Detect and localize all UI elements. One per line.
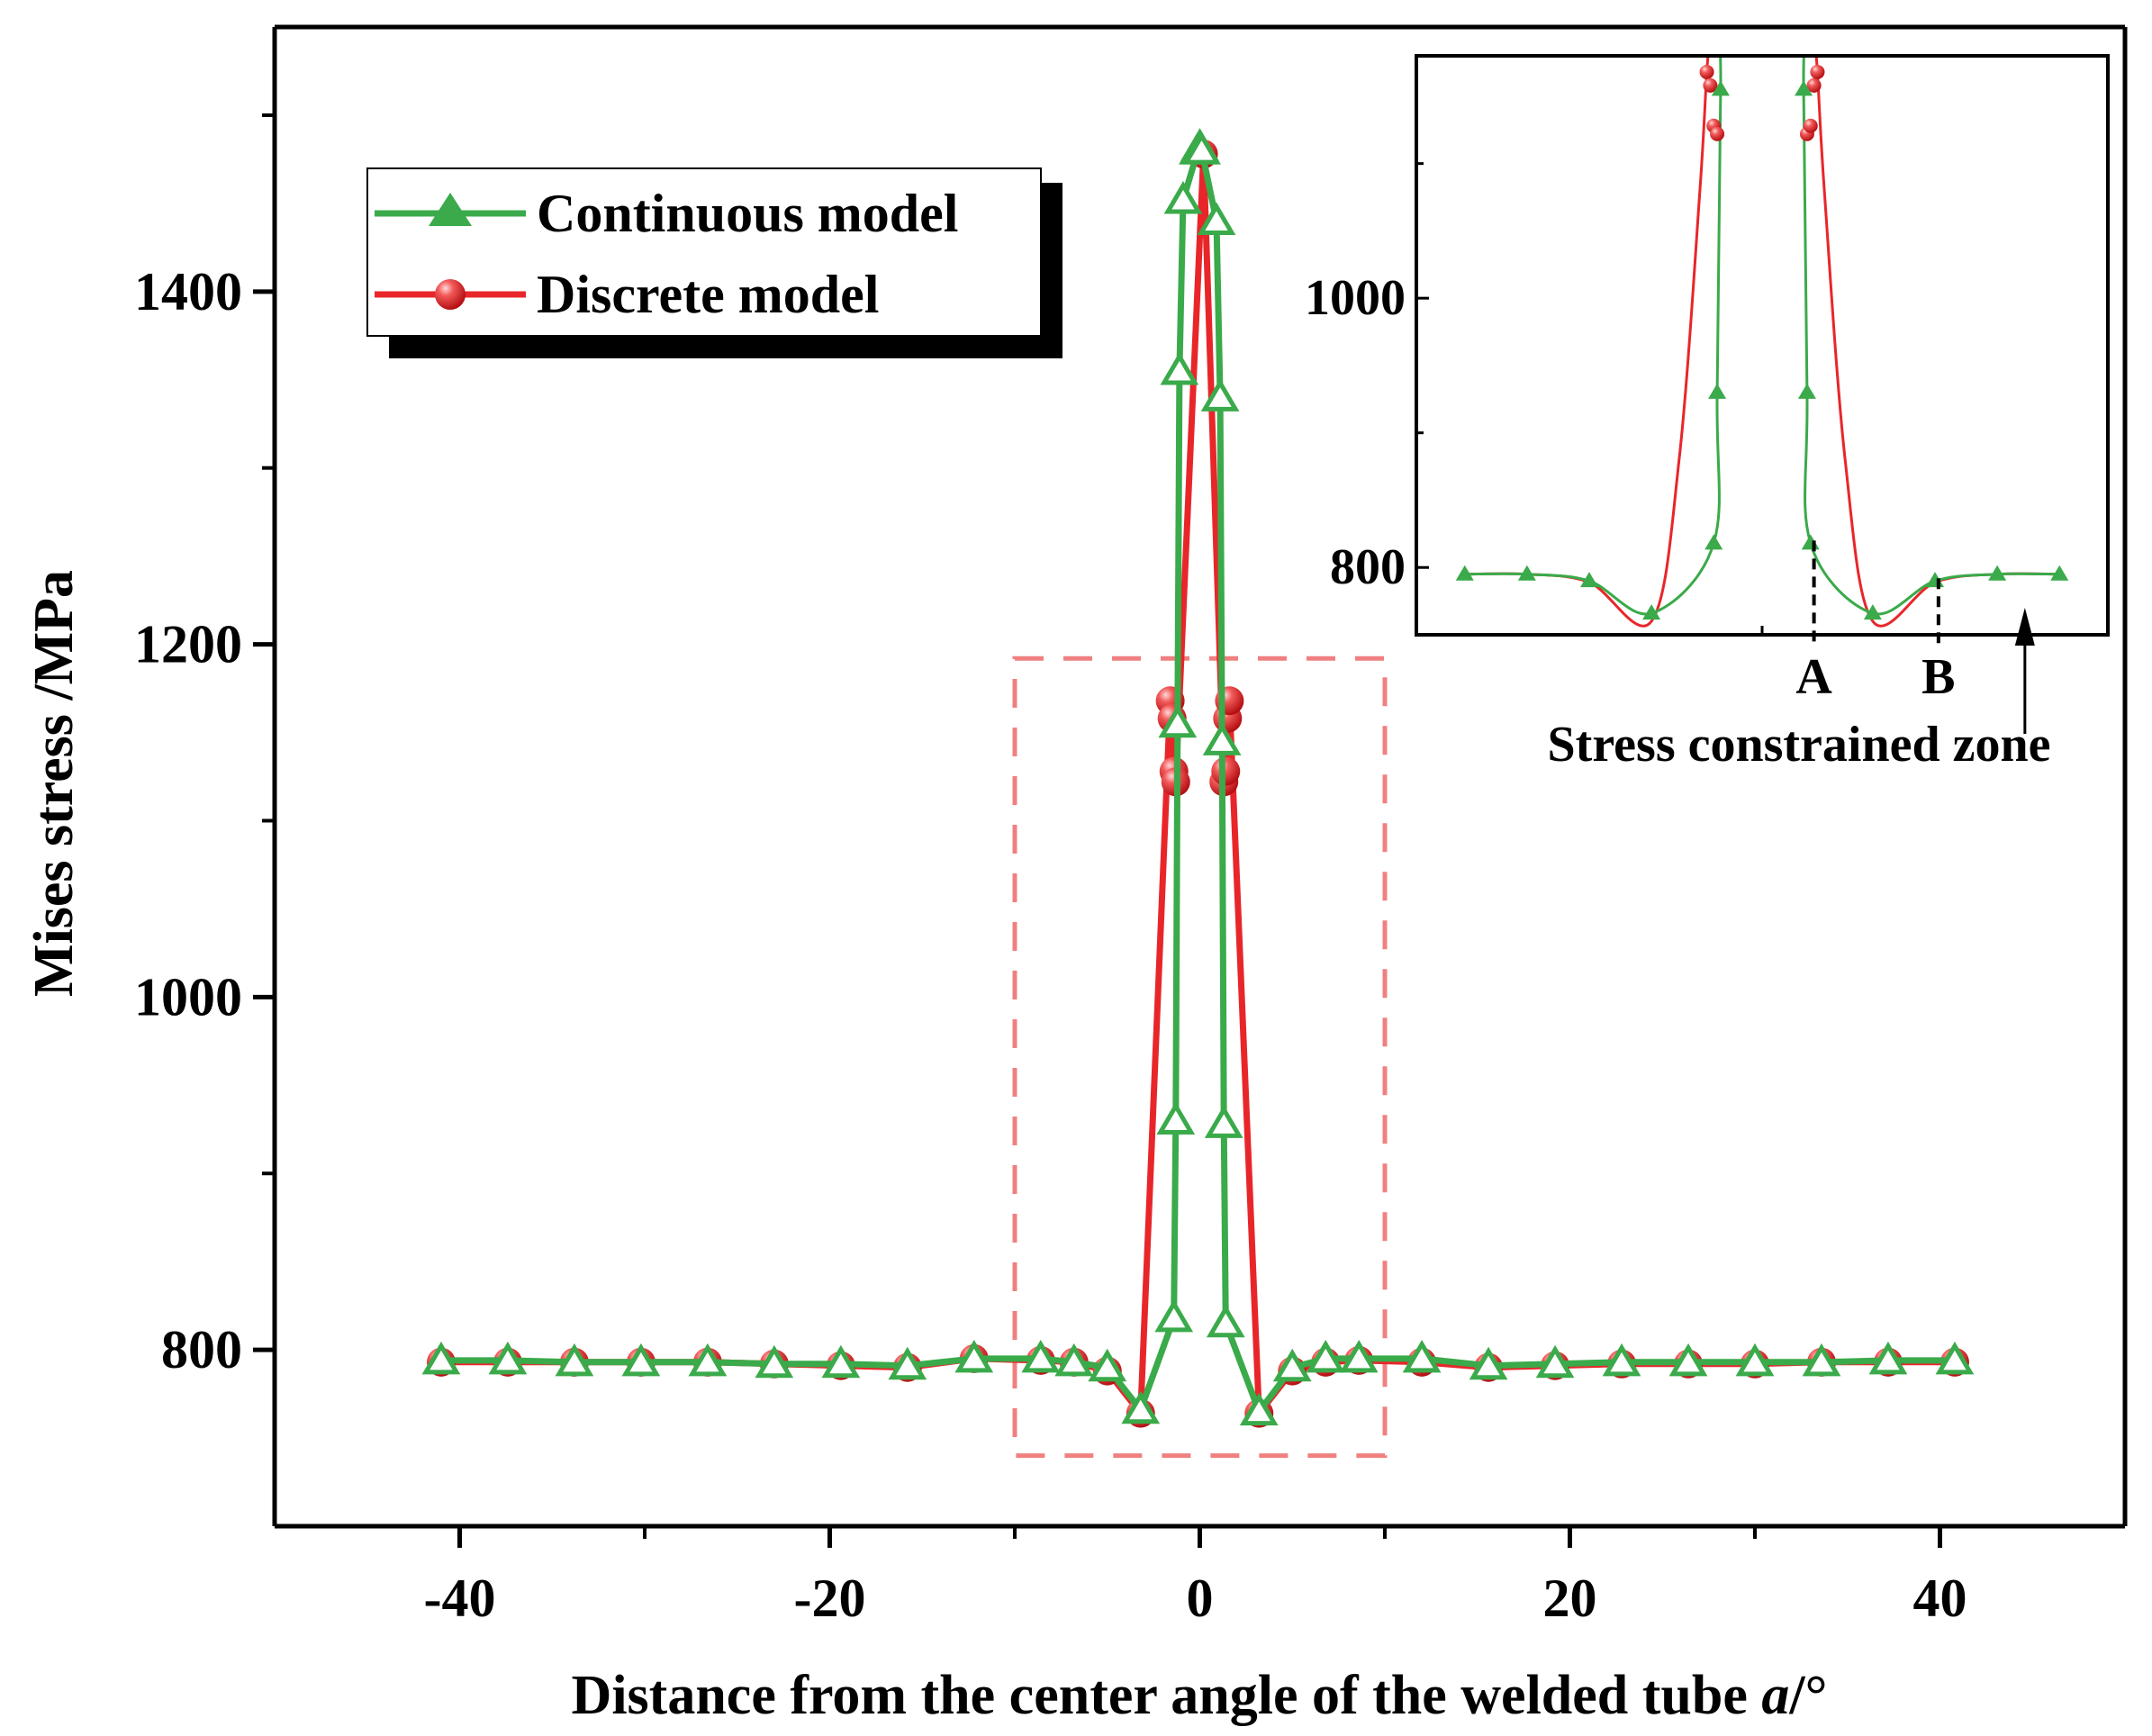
y-tick-label: 1000 xyxy=(134,967,242,1026)
x-tick-label: 0 xyxy=(1187,1569,1214,1628)
inset-continuous-point xyxy=(2050,565,2069,581)
legend-marker-triangle xyxy=(429,193,472,226)
continuous-point xyxy=(888,1346,927,1380)
continuous-point xyxy=(1306,1339,1345,1373)
continuous-point xyxy=(421,1341,461,1375)
y-tick-label: 1200 xyxy=(134,615,242,674)
continuous-point xyxy=(821,1344,861,1379)
continuous-point xyxy=(1935,1341,1975,1375)
continuous-point xyxy=(1182,131,1221,165)
continuous-point xyxy=(755,1344,794,1379)
inset-continuous-point xyxy=(1708,383,1727,399)
x-tick-label: -40 xyxy=(424,1569,496,1628)
continuous-point xyxy=(1088,1348,1127,1382)
continuous-point xyxy=(1668,1343,1708,1377)
inset-line-continuous xyxy=(1464,56,2060,616)
annotation-arrow-head xyxy=(2014,608,2035,646)
annotation-note: Stress constrained zone xyxy=(1548,717,2051,773)
continuous-point xyxy=(555,1343,594,1377)
x-axis-label-main: Distance from the center angle of the we… xyxy=(572,1665,1762,1726)
continuous-point xyxy=(1204,1105,1243,1138)
continuous-point xyxy=(1021,1339,1061,1373)
annotation-label-b: B xyxy=(1921,649,1955,705)
continuous-point xyxy=(1202,722,1242,755)
continuous-point xyxy=(1272,1348,1312,1382)
inset-continuous-point xyxy=(1988,565,2007,581)
continuous-point xyxy=(1154,1298,1194,1333)
continuous-point xyxy=(1602,1343,1641,1377)
inset-plot: 800 1000 A B Stress constrained zone xyxy=(1305,54,2110,773)
continuous-point xyxy=(1239,1392,1279,1426)
continuous-point xyxy=(1163,181,1203,214)
inset-continuous-point xyxy=(1797,383,1816,399)
main-axes: 800 1000 1200 1400 -40 -20 0 20 40 xyxy=(134,24,2128,1628)
continuous-point xyxy=(621,1343,661,1377)
continuous-point xyxy=(1206,1304,1245,1338)
continuous-point xyxy=(1156,1101,1196,1135)
inset-continuous-point xyxy=(1580,572,1598,588)
continuous-point xyxy=(1121,1390,1161,1424)
inset-discrete-point xyxy=(1803,118,1818,133)
x-tick-label: -20 xyxy=(794,1569,866,1628)
legend-label-discrete: Discrete model xyxy=(537,265,879,324)
highlight-region xyxy=(1012,656,1388,1459)
y-axis-label: Mises stress /MPa xyxy=(23,570,85,997)
continuous-point xyxy=(1535,1344,1575,1379)
inset-continuous-point xyxy=(1455,565,1474,581)
x-axis-label: Distance from the center angle of the we… xyxy=(572,1665,1828,1726)
inset-y-tick-label: 800 xyxy=(1330,539,1406,595)
y-tick-label: 1400 xyxy=(134,262,242,321)
inset-continuous-point xyxy=(1711,80,1730,96)
inset-background xyxy=(1416,56,2108,635)
inset-line-discrete xyxy=(1464,56,2060,628)
continuous-point xyxy=(1160,352,1199,385)
legend-label-continuous: Continuous model xyxy=(537,184,958,243)
legend: Continuous model Discrete model xyxy=(366,167,1062,358)
x-axis-label-var: a xyxy=(1761,1665,1789,1726)
continuous-point xyxy=(1802,1343,1841,1377)
continuous-point xyxy=(954,1339,994,1373)
continuous-point xyxy=(1200,378,1240,411)
inset-y-tick-label: 1000 xyxy=(1305,270,1406,326)
inset-discrete-point xyxy=(1810,64,1825,79)
continuous-point xyxy=(1735,1343,1775,1377)
legend-box xyxy=(366,167,1042,337)
x-tick-label: 40 xyxy=(1913,1569,1967,1628)
continuous-point xyxy=(1868,1341,1908,1375)
continuous-point xyxy=(1339,1339,1379,1373)
inset-discrete-point xyxy=(1699,64,1714,79)
inset-discrete-point xyxy=(1710,126,1725,141)
discrete-point xyxy=(1211,756,1241,786)
inset-continuous-point xyxy=(1704,534,1723,550)
continuous-point xyxy=(488,1341,528,1375)
continuous-point xyxy=(1402,1339,1442,1373)
annotation-label-a: A xyxy=(1795,649,1832,705)
inset-continuous-point xyxy=(1795,80,1813,96)
continuous-point xyxy=(1054,1343,1094,1377)
inset-discrete-point xyxy=(1806,77,1822,93)
main-plot xyxy=(421,128,1975,1459)
y-tick-label: 800 xyxy=(161,1320,242,1379)
x-tick-label: 20 xyxy=(1543,1569,1597,1628)
inset-continuous-point xyxy=(1863,604,1882,620)
inset-continuous-point xyxy=(1517,565,1536,581)
continuous-point xyxy=(688,1343,728,1377)
x-axis-label-unit: /° xyxy=(1788,1665,1827,1726)
continuous-point xyxy=(1469,1346,1508,1380)
legend-marker-circle xyxy=(435,279,466,310)
inset-continuous-point xyxy=(1642,604,1661,620)
continuous-point xyxy=(1197,202,1236,235)
continuous-point xyxy=(1158,704,1198,738)
inset-discrete-point xyxy=(1703,77,1718,93)
